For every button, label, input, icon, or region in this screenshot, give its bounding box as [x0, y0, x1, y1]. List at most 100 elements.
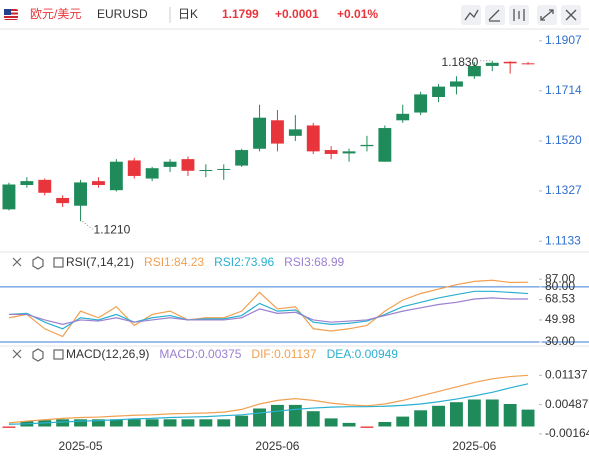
macd-bar [450, 402, 463, 427]
macd-bar [396, 416, 410, 427]
macd-bar [467, 399, 481, 427]
y-tick-label: 1.1133 [545, 233, 581, 247]
macd-bar [92, 419, 105, 427]
y-tick-label: 1.1714 [545, 83, 582, 97]
candle-body [92, 181, 105, 186]
y-tick-label: 1.1327 [545, 183, 582, 197]
y-tick-label: 0.01137 [545, 368, 588, 382]
rsi-line [8, 290, 529, 330]
legend-entry: RSI2:73.96 [214, 255, 274, 269]
candle-body [324, 150, 338, 154]
annotation: 1.1210 [94, 222, 131, 236]
toolbar [461, 5, 581, 25]
x-tick-label: 2025-05 [59, 439, 103, 453]
symbol: EURUSD [97, 7, 148, 21]
candle-body [163, 161, 177, 167]
candle-body [396, 113, 410, 121]
candle-body [145, 168, 159, 179]
panel-title: MACD(12,26,9) [66, 347, 149, 361]
macd-bar [145, 419, 159, 427]
macd-bar [432, 405, 445, 427]
settings-icon[interactable] [32, 348, 44, 362]
macd-bar [2, 426, 16, 428]
flag [4, 9, 18, 20]
candle-body [56, 197, 70, 204]
y-tick-label: 1.1907 [545, 33, 582, 47]
candle-body [271, 120, 284, 144]
legend-entry: MACD:0.00375 [159, 347, 241, 361]
macd-bar [109, 419, 123, 427]
candle-body [485, 62, 499, 66]
annotation: 1.1830 [442, 55, 479, 69]
y-tick-label: 68.53 [545, 292, 575, 306]
macd-bar [127, 419, 141, 427]
macd-bar [414, 410, 428, 427]
macd-bar [503, 404, 517, 427]
macd-bar [521, 409, 535, 427]
legend-entry: RSI1:84.23 [144, 255, 204, 269]
y-tick-label: 30.00 [545, 334, 575, 348]
y-tick-label: 87.00 [545, 271, 575, 285]
macd-bar [163, 419, 177, 427]
candle-body [306, 125, 320, 152]
candle-body [342, 151, 356, 154]
x-tick-label: 2025-06 [255, 439, 299, 453]
change-pct: +0.01% [337, 7, 378, 21]
rsi-line [8, 279, 529, 338]
rsi-line [8, 297, 529, 325]
macd-bar [360, 426, 374, 428]
candle-body [181, 159, 195, 171]
macd-bar [271, 404, 284, 427]
panel-title: RSI(7,14,21) [66, 255, 134, 269]
candle-body [467, 65, 481, 77]
y-tick-label: 49.98 [545, 312, 575, 326]
period[interactable]: 日K [178, 7, 198, 21]
candle-body [127, 160, 141, 176]
macd-bar [485, 399, 499, 427]
candle-body [414, 94, 428, 113]
candle-body [503, 61, 517, 64]
tool-button[interactable] [485, 5, 505, 25]
candle-body [199, 169, 213, 171]
settings-icon[interactable] [32, 256, 44, 270]
macd-bar [199, 419, 213, 427]
macd-bar [288, 404, 302, 427]
candle-body [38, 179, 52, 193]
legend-entry: RSI3:68.99 [284, 255, 344, 269]
macd-bar [324, 418, 338, 427]
macd-line [8, 374, 529, 424]
toggle-icon[interactable] [53, 257, 64, 268]
change: +0.0001 [275, 7, 319, 21]
macd-bar [306, 411, 320, 427]
legend-entry: DEA:0.00949 [327, 347, 399, 361]
macd-bar [74, 419, 87, 427]
macd-bar [342, 422, 356, 427]
candle-body [253, 117, 266, 149]
y-tick-label: 80.00 [545, 279, 575, 293]
x-tick-label: 2025-06 [452, 439, 496, 453]
macd-bar [181, 419, 195, 427]
candle-body [235, 150, 249, 166]
y-tick-label: -0.00164 [545, 426, 589, 440]
candle-body [20, 181, 34, 186]
candle-body [378, 128, 392, 162]
price: 1.1799 [222, 7, 259, 21]
candle-body [74, 182, 87, 206]
macd-bar [253, 408, 266, 427]
y-tick-label: 0.00487 [545, 397, 589, 411]
candle-body [109, 161, 123, 191]
toggle-icon[interactable] [53, 349, 64, 360]
close-icon[interactable] [12, 257, 22, 267]
close-icon[interactable] [12, 349, 22, 359]
annotation-leader [82, 220, 93, 230]
macd-bar [56, 419, 70, 427]
tool-button[interactable] [461, 5, 481, 25]
y-tick-label: 1.1520 [545, 133, 582, 147]
macd-bar [235, 415, 249, 427]
pair-name: 欧元/美元 [30, 7, 81, 21]
candle-body [521, 63, 535, 65]
candle-body [288, 129, 302, 136]
macd-bar [378, 422, 392, 427]
